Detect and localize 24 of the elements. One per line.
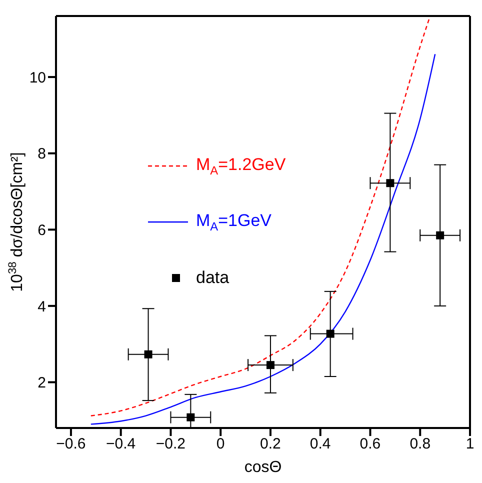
x-tick-label: −0.6 xyxy=(56,436,86,453)
point xyxy=(186,413,195,422)
y-tick-label: 2 xyxy=(38,374,46,392)
y-tick-label: 8 xyxy=(38,146,46,163)
point xyxy=(266,361,274,370)
x-tick-label: −0.2 xyxy=(156,436,186,453)
x-tick-label: 0.8 xyxy=(410,436,431,453)
point xyxy=(386,179,394,188)
point xyxy=(144,350,152,358)
y-tick-label: 4 xyxy=(38,298,46,316)
point xyxy=(326,330,334,338)
x-tick-label: 1 xyxy=(466,436,474,453)
x-axis-title: cosΘ xyxy=(244,459,282,476)
legend-label: M$_{A}$=1GeV xyxy=(196,210,272,234)
legend-label: data xyxy=(196,268,230,287)
x-tick-label: 0.2 xyxy=(260,436,281,453)
x-tick-label: −0.4 xyxy=(106,436,136,453)
y-tick-label: 10 xyxy=(29,69,46,86)
x-tick-label: 0 xyxy=(216,436,225,453)
x-tick-label: 0.4 xyxy=(310,436,331,453)
point xyxy=(436,231,444,240)
y-tick-label: 6 xyxy=(38,222,46,239)
x-tick-label: 0.6 xyxy=(360,436,381,453)
legend-label: M$_{A}$=1.2GeV xyxy=(196,154,286,178)
